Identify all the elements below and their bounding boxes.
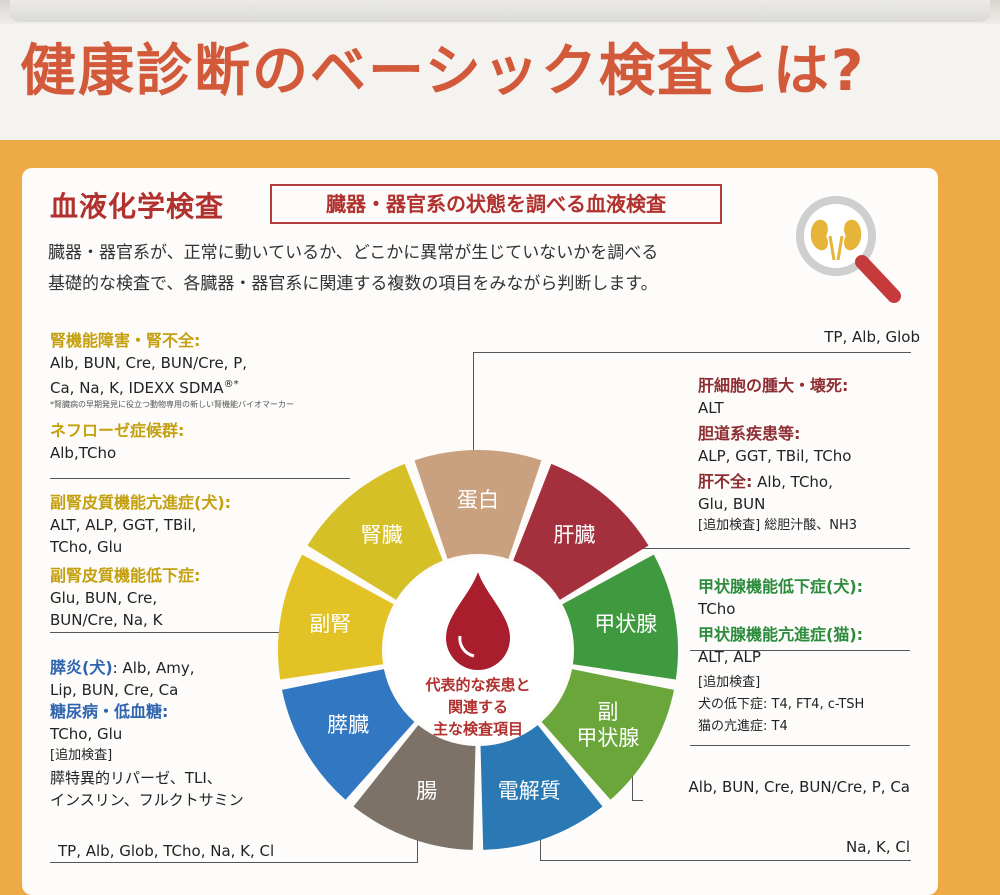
leader-protein xyxy=(473,352,911,463)
adrenal-hyper-title: 副腎皮質機能亢進症(犬): xyxy=(50,493,232,512)
wheel-segment-label: 肝臓 xyxy=(553,523,595,547)
wheel-segment xyxy=(414,450,542,559)
section-title: 血液化学検査 xyxy=(50,190,225,223)
parathyroid-block: Alb, BUN, Cre, BUN/Cre, P, Ca xyxy=(640,776,910,798)
wheel-segment-label: 副腎 xyxy=(309,612,351,636)
intro-line-2: 基礎的な検査で、各臓器・器官系に関連する複数の項目をみながら判断します。 xyxy=(48,274,658,294)
wheel-segment xyxy=(480,725,603,850)
wheel-segment-label: 甲状腺 xyxy=(594,612,657,636)
liver-title-3: 肝不全: xyxy=(698,472,753,491)
liver-additional: [追加検査] 総胆汁酸、NH3 xyxy=(698,518,858,533)
leader-thyroid xyxy=(690,650,910,651)
pancreas-additional-1: 膵特異的リパーゼ、TLI、 xyxy=(50,769,222,787)
adrenal-hyper-block: 副腎皮質機能亢進症(犬): ALT, ALP, GGT, TBil, TCho,… xyxy=(50,492,350,558)
kidney-note: *腎臓病の早期発見に役立つ動物専用の新しい腎機能バイオマーカー xyxy=(50,400,294,409)
wheel-segment xyxy=(513,463,649,600)
thyroid-additional: [追加検査] xyxy=(698,675,761,690)
kidney-items-2-row: Ca, Na, K, IDEXX SDMA®* xyxy=(50,374,380,399)
pancreatitis-items-2: Lip, BUN, Cre, Ca xyxy=(50,681,179,699)
adrenal-hyper-items-1: ALT, ALP, GGT, TBil, xyxy=(50,516,197,534)
thyroid-title-1: 甲状腺機能低下症(犬): xyxy=(698,577,864,596)
electrolyte-block: Na, K, Cl xyxy=(760,836,910,858)
liver-items-2: ALP, GGT, TBil, TCho xyxy=(698,447,852,465)
wheel-center-label: 主な検査項目 xyxy=(433,720,523,738)
wheel-segment-label: 膵臓 xyxy=(327,713,369,737)
page-title: 健康診断のベーシック検査とは? xyxy=(20,39,866,104)
wheel-segment xyxy=(278,554,394,680)
parathyroid-items: Alb, BUN, Cre, BUN/Cre, P, Ca xyxy=(688,778,910,796)
adrenal-hypo-block: 副腎皮質機能低下症: Glu, BUN, Cre, BUN/Cre, Na, K xyxy=(50,565,350,631)
wheel-segment-label: 腎臓 xyxy=(361,523,403,547)
protein-items: TP, Alb, Glob xyxy=(824,328,920,346)
intro-text: 臓器・器官系が、正常に動いているか、どこかに異常が生じていないかを調べる 基礎的… xyxy=(48,238,748,300)
wheel-segment xyxy=(353,725,476,850)
pancreas-block: 膵炎(犬): Alb, Amy, Lip, BUN, Cre, Ca 糖尿病・低… xyxy=(50,657,350,811)
electrolyte-items: Na, K, Cl xyxy=(846,838,910,856)
thyroid-title-2: 甲状腺機能亢進症(猫): xyxy=(698,625,864,644)
nephrotic-title: ネフローゼ症候群: xyxy=(50,421,185,440)
pancreas-additional-2: インスリン、フルクトサミン xyxy=(50,791,244,809)
intestine-items: TP, Alb, Glob, TCho, Na, K, Cl xyxy=(58,842,275,860)
kidney-title: 腎機能障害・腎不全: xyxy=(50,331,201,350)
clip-bar xyxy=(10,0,990,22)
pancreatitis-row: 膵炎(犬): Alb, Amy, xyxy=(50,657,350,679)
wheel-segment xyxy=(541,669,674,800)
diabetes-title: 糖尿病・低血糖: xyxy=(50,702,169,721)
section-subtitle: 臓器・器官系の状態を調べる血液検査 xyxy=(270,184,722,224)
liver-row-3: 肝不全: Alb, TCho, xyxy=(698,471,918,493)
adrenal-hyper-items-2: TCho, Glu xyxy=(50,538,123,556)
wheel-segment-label: 蛋白 xyxy=(457,488,499,512)
wheel-segment xyxy=(282,669,415,800)
protein-block: TP, Alb, Glob xyxy=(770,326,920,348)
liver-block: 肝細胞の腫大・壊死: ALT 胆道系疾患等: ALP, GGT, TBil, T… xyxy=(698,375,918,537)
pancreatitis-items-1: : Alb, Amy, xyxy=(112,659,195,677)
diabetes-items: TCho, Glu xyxy=(50,725,123,743)
adrenal-hypo-items-2: BUN/Cre, Na, K xyxy=(50,611,163,629)
magnifier-kidney-icon xyxy=(796,196,901,303)
intro-line-1: 臓器・器官系が、正常に動いているか、どこかに異常が生じていないかを調べる xyxy=(48,243,659,263)
header-band xyxy=(0,24,1000,144)
nephrotic-items: Alb,TCho xyxy=(50,444,117,462)
leader-intestine xyxy=(50,820,418,863)
wheel-segment-label: 腸 xyxy=(416,779,437,803)
thyroid-items-1: TCho xyxy=(698,600,736,618)
thyroid-block: 甲状腺機能低下症(犬): TCho 甲状腺機能亢進症(猫): ALT, ALP … xyxy=(698,576,918,738)
thyroid-dog-tests: 犬の低下症: T4, FT4, c-TSH xyxy=(698,697,865,712)
kidney-registered-mark: ®* xyxy=(223,379,239,390)
leader-thyroid-bottom xyxy=(690,745,910,746)
kidney-items-1: Alb, BUN, Cre, BUN/Cre, P, xyxy=(50,354,248,372)
liver-title-1: 肝細胞の腫大・壊死: xyxy=(698,376,849,395)
leader-kidney xyxy=(50,478,350,479)
liver-items-1: ALT xyxy=(698,399,724,417)
leader-parathyroid xyxy=(632,770,643,801)
thyroid-items-2: ALT, ALP xyxy=(698,648,761,666)
pancreas-additional-label: [追加検査] xyxy=(50,748,113,763)
liver-title-2: 胆道系疾患等: xyxy=(698,424,801,443)
wheel-center-label: 関連する xyxy=(448,698,508,716)
wheel-segment-label: 副甲状腺 xyxy=(576,700,639,750)
liver-items-3b: Glu, BUN xyxy=(698,495,766,513)
leader-adrenal xyxy=(50,632,290,633)
leader-electrolyte xyxy=(540,820,911,861)
leader-liver xyxy=(630,548,910,549)
wheel-center-label: 代表的な疾患と xyxy=(424,676,530,694)
thyroid-cat-tests: 猫の亢進症: T4 xyxy=(698,719,788,734)
nephrotic-block: ネフローゼ症候群: Alb,TCho xyxy=(50,420,350,464)
liver-items-3a: Alb, TCho, xyxy=(752,473,833,491)
intestine-block: TP, Alb, Glob, TCho, Na, K, Cl xyxy=(58,840,388,862)
blood-drop-highlight xyxy=(458,635,475,658)
adrenal-hypo-title: 副腎皮質機能低下症: xyxy=(50,566,201,585)
wheel-segment xyxy=(307,463,443,600)
kidney-block: 腎機能障害・腎不全: Alb, BUN, Cre, BUN/Cre, P, Ca… xyxy=(50,330,380,411)
kidney-items-2: Ca, Na, K, IDEXX SDMA xyxy=(50,379,224,397)
pancreatitis-title: 膵炎(犬) xyxy=(50,658,113,677)
wheel-segment-label: 電解質 xyxy=(498,779,561,803)
wheel-segment xyxy=(562,554,678,680)
adrenal-hypo-items-1: Glu, BUN, Cre, xyxy=(50,589,158,607)
